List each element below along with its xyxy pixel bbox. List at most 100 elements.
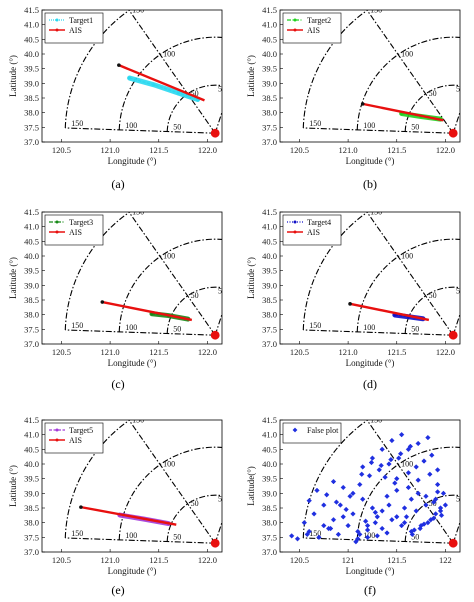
false-plot-point xyxy=(350,490,356,497)
y-axis-label: Latitude (°) xyxy=(8,55,18,97)
false-plot-point xyxy=(434,467,441,473)
range-ring-label: 50 xyxy=(411,123,419,132)
false-plot-point xyxy=(364,522,371,529)
false-plot-point xyxy=(392,480,398,486)
false-plot-point xyxy=(369,505,376,511)
y-tick-label: 37.5 xyxy=(24,122,39,132)
legend-label: AIS xyxy=(69,228,82,237)
false-plot-point xyxy=(403,514,410,520)
legend-swatch-dot xyxy=(55,220,59,224)
x-tick-label: 122.0 xyxy=(436,145,455,155)
range-ring-label-mid: 100 xyxy=(401,252,413,261)
false-plot-point xyxy=(398,522,405,529)
range-ring-label: 100 xyxy=(363,531,375,540)
sector-radial xyxy=(65,537,216,544)
y-tick-label: 37.0 xyxy=(262,547,277,557)
sector-radial xyxy=(128,420,216,544)
range-ring-label-mid: 150 xyxy=(370,207,382,216)
sector-radial xyxy=(128,212,216,336)
range-ring-label-top: 100 xyxy=(233,241,245,250)
false-plot-point xyxy=(388,456,394,463)
x-tick-label: 121.5 xyxy=(387,145,406,155)
legend-label: Target3 xyxy=(69,218,93,227)
range-ring-label: 100 xyxy=(363,121,375,130)
x-tick-label: 122.0 xyxy=(198,347,217,357)
legend-swatch-dot xyxy=(55,18,59,22)
false-plot-point xyxy=(360,464,366,470)
false-plot-point xyxy=(330,478,337,485)
chart-panel-4: 37.0 37.5 38.0 38.5 39.0 39.5 40.0 40.5 41.0 41.5… xyxy=(246,207,461,391)
range-ring-label-mid: 50 xyxy=(191,499,199,508)
false-plot-point xyxy=(376,467,382,473)
false-plot-point xyxy=(378,462,384,469)
y-tick-label: 39.5 xyxy=(24,474,39,484)
range-ring-label: 150 xyxy=(71,119,83,128)
y-tick-label: 39.5 xyxy=(24,64,39,74)
y-tick-label: 38.0 xyxy=(24,310,39,320)
y-tick-label: 37.5 xyxy=(24,532,39,542)
sector-radial xyxy=(128,10,216,134)
legend-label: Target1 xyxy=(69,16,93,25)
x-tick-label: 120.5 xyxy=(290,555,309,565)
false-plot-point xyxy=(337,502,344,508)
y-tick-label: 39.0 xyxy=(262,78,277,88)
panel-caption: (f) xyxy=(364,583,376,597)
false-plot-point xyxy=(350,511,356,517)
false-plot-point xyxy=(389,437,395,444)
false-plot-point xyxy=(417,525,423,532)
false-plot-point xyxy=(294,536,301,542)
y-tick-label: 38.5 xyxy=(262,93,277,103)
radar-site-marker xyxy=(210,538,220,548)
ais-start-point xyxy=(117,63,121,67)
sector-radial xyxy=(366,420,454,544)
false-plot-point xyxy=(324,492,330,498)
sector-radial xyxy=(65,127,216,134)
sector-radial xyxy=(366,212,454,336)
legend-box xyxy=(282,422,342,444)
range-ring-label: 50 xyxy=(411,325,419,334)
y-tick-label: 40.0 xyxy=(262,459,277,469)
false-plot-point xyxy=(442,502,449,508)
legend: False plot xyxy=(282,422,342,444)
panel-caption: (a) xyxy=(111,177,124,191)
false-plot-point xyxy=(429,452,435,458)
y-tick-label: 38.5 xyxy=(24,93,39,103)
y-tick-label: 38.5 xyxy=(262,503,277,513)
legend-swatch-dot xyxy=(55,438,59,442)
range-ring-label-top: 50 xyxy=(456,495,464,504)
false-plot-point xyxy=(379,508,385,514)
false-plot-point xyxy=(384,493,390,499)
y-tick-label: 38.5 xyxy=(24,503,39,513)
panel-caption: (d) xyxy=(363,377,377,391)
false-plot-point xyxy=(306,497,312,504)
target-track-point xyxy=(176,91,180,95)
false-plot-point xyxy=(374,514,380,520)
false-plot-point xyxy=(333,499,340,505)
radar-site-marker xyxy=(210,330,220,340)
y-tick-label: 37.0 xyxy=(262,339,277,349)
false-plot-point xyxy=(382,474,388,480)
false-plot-point xyxy=(379,525,385,532)
x-tick-label: 122.0 xyxy=(198,555,217,565)
sector-radial xyxy=(452,520,460,544)
false-plot-point xyxy=(437,508,444,514)
x-tick-label: 120.5 xyxy=(52,347,71,357)
range-ring-label: 150 xyxy=(309,321,321,330)
legend-swatch-dot xyxy=(55,428,59,432)
legend-label: AIS xyxy=(69,436,82,445)
y-tick-label: 39.5 xyxy=(262,266,277,276)
plot-frame xyxy=(279,211,461,345)
range-ring-label-top: 50 xyxy=(456,85,464,94)
false-plot-point xyxy=(353,539,359,545)
x-axis-label: Longitude (°) xyxy=(108,566,157,576)
false-plot-point xyxy=(425,434,431,441)
x-axis-label: Longitude (°) xyxy=(108,156,157,166)
x-axis-label: Longitude (°) xyxy=(108,358,157,368)
false-plot-point xyxy=(384,530,390,536)
legend-label: AIS xyxy=(69,26,82,35)
legend-label: Target5 xyxy=(69,426,93,435)
